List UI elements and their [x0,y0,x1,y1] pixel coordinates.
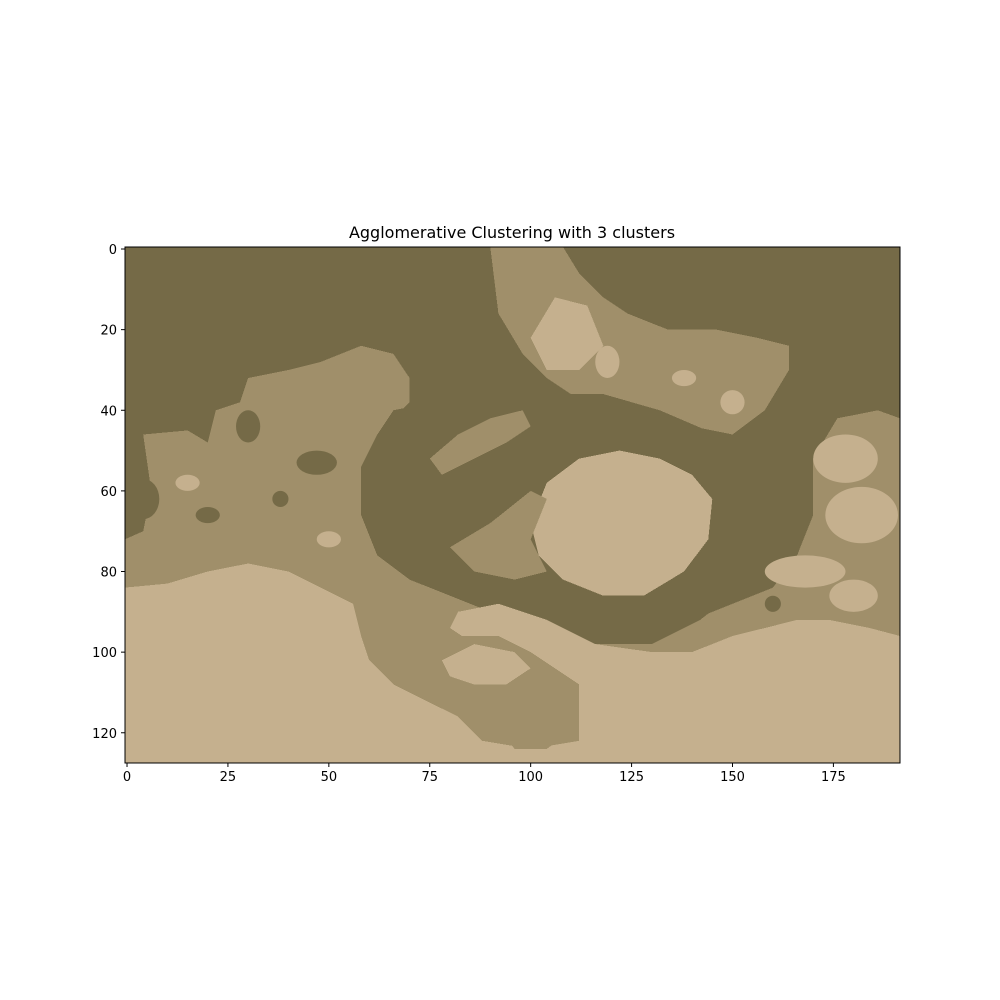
cluster-region [720,390,745,415]
cluster-region [716,587,733,604]
y-tick-label: 120 [92,727,117,742]
cluster-region [671,369,697,387]
cluster-region [127,478,160,520]
cluster-heatmap [125,247,900,763]
cluster-region [236,410,261,443]
y-tick-label: 100 [92,646,117,661]
cluster-region [813,434,878,483]
x-tick-label: 150 [720,770,745,785]
cluster-region [595,345,620,379]
cluster-region [175,474,200,491]
cluster-region [530,450,713,596]
cluster-region [231,587,265,604]
cluster-region [441,644,531,685]
y-tick-label: 20 [100,324,117,339]
cluster-region [490,247,789,435]
cluster-region [195,507,220,524]
y-tick-label: 60 [100,485,117,500]
cluster-region [316,531,341,548]
cluster-region [429,410,531,475]
x-tick-label: 50 [321,770,338,785]
cluster-region [125,563,900,763]
y-axis: 0 20 40 60 80 100 120 [92,243,125,742]
cluster-region [651,603,668,620]
x-tick-label: 100 [518,770,543,785]
cluster-region [825,486,898,544]
x-axis: 0 25 50 75 100 125 150 175 [123,763,846,785]
x-tick-label: 125 [619,770,644,785]
y-tick-label: 80 [100,566,117,581]
cluster-region [619,611,636,628]
y-tick-label: 40 [100,404,117,419]
cluster-region [449,490,547,580]
cluster-region [764,595,781,612]
cluster-region [296,450,337,475]
cluster-region [272,490,289,508]
chart-title: Agglomerative Clustering with 3 clusters [349,223,675,242]
cluster-region [530,297,604,370]
x-tick-label: 75 [421,770,438,785]
cluster-region [595,619,612,637]
axes-frame [124,246,901,764]
cluster-region [764,555,846,588]
y-tick-label: 0 [109,243,117,258]
x-tick-label: 175 [821,770,846,785]
x-tick-label: 25 [220,770,237,785]
cluster-region [684,595,701,612]
cluster-region [829,579,878,612]
x-tick-label: 0 [123,770,131,785]
